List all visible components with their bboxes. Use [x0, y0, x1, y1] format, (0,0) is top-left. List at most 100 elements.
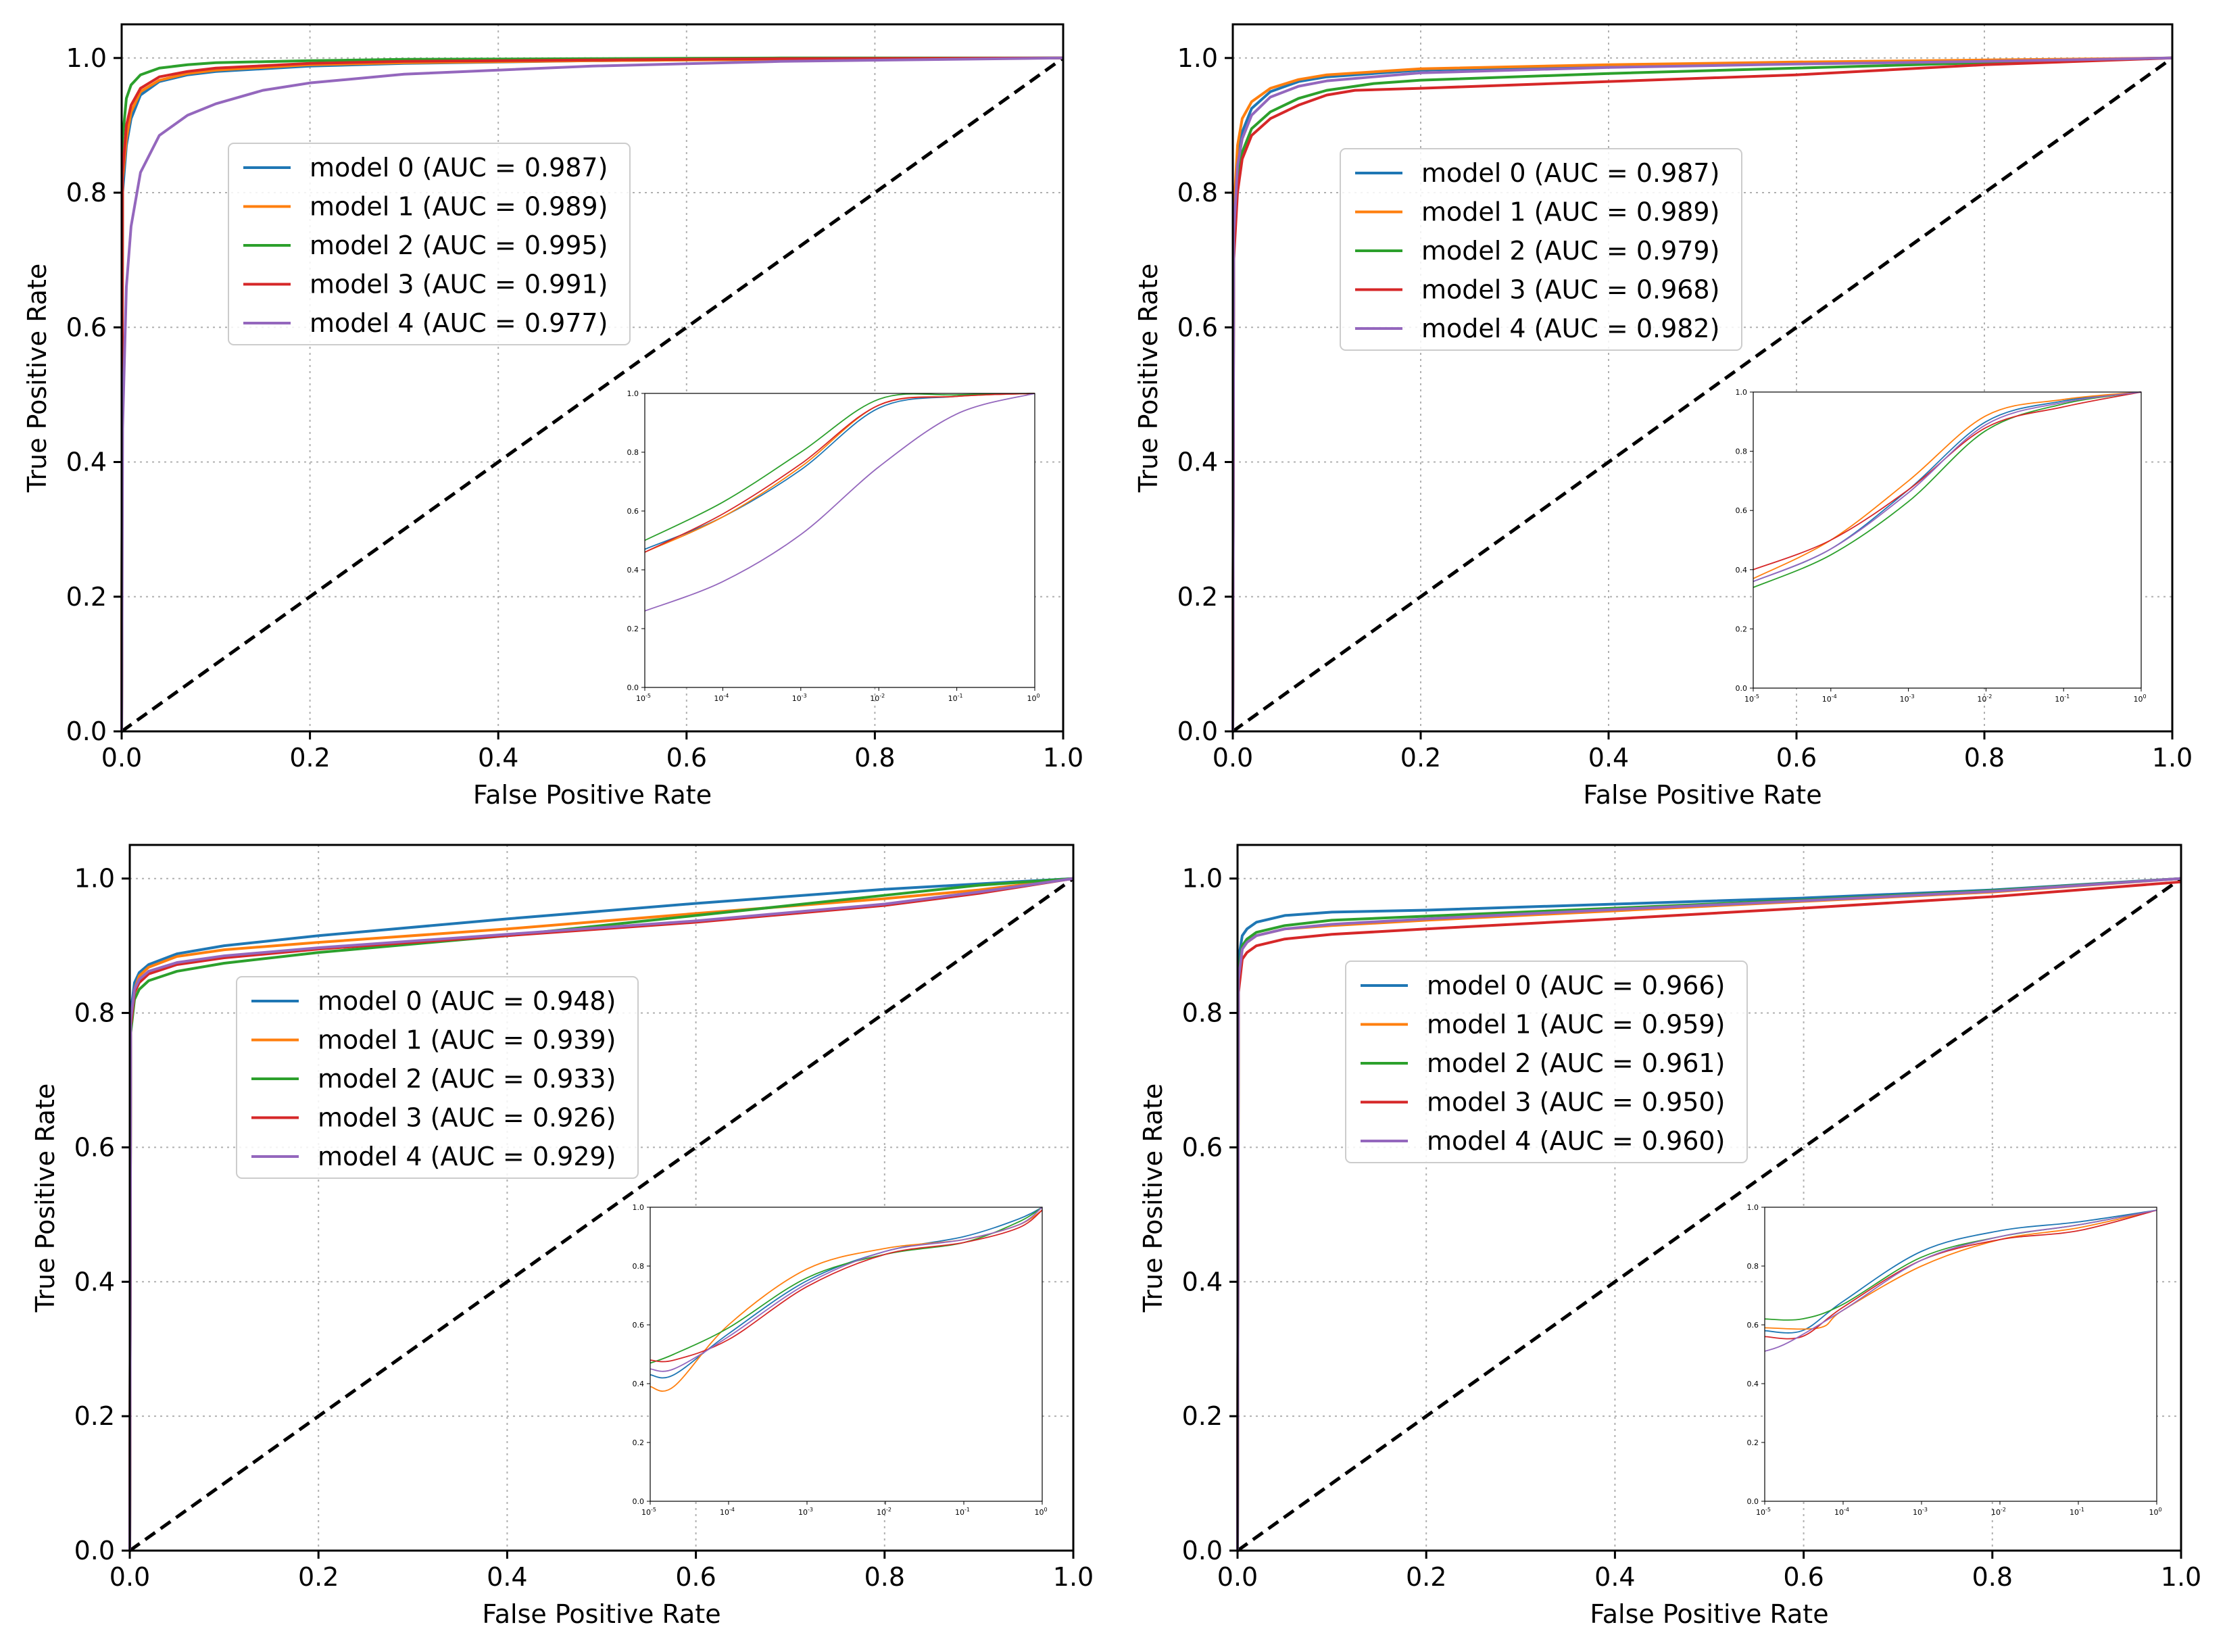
axes-frame: [128, 844, 1075, 1552]
inset-y-tick-label: 0.6: [633, 1321, 645, 1330]
roc-panel-3: 0.0 0.2 0.4 0.6 0.8 1.0 0.0 0.2 0.4 0.6 0.8 1.0 Fals…: [1138, 844, 2201, 1629]
legend-box: [1345, 961, 1748, 1163]
chance-diagonal-line: [1236, 877, 2182, 1553]
inset-series-line-model-4: [644, 393, 1035, 612]
legend-label-model-4: model 4 (AUC = 0.982): [1421, 314, 1719, 343]
series-line-model-3: [120, 56, 1064, 732]
inset-frame: [1764, 1207, 2157, 1502]
inset-background: [1765, 1207, 2157, 1501]
series-line-model-4: [1236, 877, 2182, 1551]
y-tick-label: 0.4: [74, 1267, 115, 1296]
inset-y-tick-label: 0.0: [1736, 684, 1748, 693]
inset-y-ticks: 0.0 0.2 0.4 0.6 0.8 1.0: [1736, 388, 1753, 693]
legend-label-model-3: model 3 (AUC = 0.926): [318, 1103, 616, 1133]
inset-x-ticks: 10-5 10-4 10-3 10-2 10-1 100: [1744, 688, 2147, 704]
inset-x-tick-exponent: -4: [729, 1507, 735, 1513]
inset-x-tick-exponent: -5: [1765, 1507, 1771, 1513]
inset-y-tick-label: 0.4: [1736, 566, 1748, 575]
inset-x-tick-exponent: -1: [2079, 1507, 2084, 1513]
grid-lines: [122, 24, 1063, 731]
inset-series-line-model-1: [1764, 1209, 2157, 1330]
inset-y-tick-label: 0.6: [1747, 1321, 1759, 1330]
y-tick-label: 0.8: [1177, 178, 1218, 208]
x-tick-label: 0.4: [1594, 1562, 1635, 1592]
inset-x-tick-exponent: 0: [1036, 693, 1040, 699]
y-axis-ticks: 0.0 0.2 0.4 0.6 0.8 1.0: [1177, 43, 1233, 746]
inset-y-ticks: 0.0 0.2 0.4 0.6 0.8 1.0: [633, 1203, 650, 1506]
x-tick-label: 0.6: [1783, 1562, 1824, 1592]
inset-series-line-model-2: [1753, 391, 2142, 588]
series-lines: [128, 877, 1074, 1551]
x-tick-label: 0.2: [1406, 1562, 1446, 1592]
inset-frame: [1753, 391, 2142, 689]
y-tick-label: 0.8: [66, 178, 107, 208]
axes-frame: [1236, 844, 2182, 1552]
inset-series-line-model-4: [1753, 391, 2142, 583]
x-axis-label: False Positive Rate: [473, 780, 712, 810]
y-tick-label: 0.4: [1182, 1267, 1223, 1296]
legend-label-model-1: model 1 (AUC = 0.989): [310, 192, 608, 222]
inset-x-tick-exponent: -4: [723, 693, 729, 699]
x-tick-label: 0.8: [854, 743, 895, 773]
legend-label-model-3: model 3 (AUC = 0.991): [310, 270, 608, 299]
x-tick-label: 0.0: [101, 743, 142, 773]
axes-frame: [120, 23, 1065, 733]
x-tick-label: 0.0: [109, 1562, 150, 1592]
y-tick-label: 0.2: [74, 1401, 115, 1431]
series-lines: [1231, 56, 2173, 732]
legend: model 0 (AUC = 0.987) model 1 (AUC = 0.98…: [228, 143, 631, 345]
x-tick-label: 0.8: [1972, 1562, 2013, 1592]
inset-series-line-model-2: [644, 393, 1035, 541]
legend-box: [236, 976, 639, 1179]
x-tick-label: 0.4: [1588, 743, 1629, 773]
legend-label-model-4: model 4 (AUC = 0.960): [1427, 1126, 1725, 1156]
inset-y-ticks: 0.0 0.2 0.4 0.6 0.8 1.0: [1747, 1203, 1765, 1506]
y-tick-label: 0.6: [1182, 1132, 1223, 1162]
y-tick-label: 0.0: [1182, 1536, 1223, 1565]
inset-y-tick-label: 0.8: [1736, 447, 1748, 456]
series-line-model-1: [1231, 56, 2173, 732]
inset-y-tick-label: 0.4: [627, 566, 639, 575]
inset-x-tick-exponent: -4: [1832, 694, 1837, 700]
inset-x-tick-exponent: -2: [879, 693, 885, 699]
inset-series-line-model-4: [1764, 1209, 2157, 1353]
y-tick-label: 0.4: [66, 447, 107, 477]
y-axis-label: True Positive Rate: [30, 1084, 60, 1313]
axes-frame: [1231, 23, 2174, 733]
inset-x-tick-exponent: 0: [1044, 1507, 1047, 1513]
inset-y-tick-label: 0.8: [627, 448, 639, 457]
y-tick-label: 0.6: [66, 312, 107, 342]
series-lines: [1236, 877, 2182, 1551]
x-tick-label: 0.6: [1776, 743, 1817, 773]
x-axis-label: False Positive Rate: [1590, 1599, 1828, 1629]
legend-label-model-0: model 0 (AUC = 0.966): [1427, 971, 1725, 1000]
y-tick-label: 0.8: [74, 998, 115, 1028]
y-tick-label: 0.0: [66, 716, 107, 746]
inset-plot: 10-5 10-4 10-3 10-2 10-1 1000.00.20.40.60.81.…: [1736, 388, 2147, 704]
inset-x-tick-exponent: 0: [2158, 1507, 2161, 1513]
inset-series-lines: [1764, 1209, 2157, 1353]
inset-x-tick-exponent: -2: [2001, 1507, 2006, 1513]
y-tick-label: 1.0: [1182, 864, 1223, 894]
x-tick-label: 0.8: [864, 1562, 905, 1592]
inset-x-tick-exponent: -3: [1922, 1507, 1928, 1513]
roc-panel-0: 0.0 0.2 0.4 0.6 0.8 1.0 0.0 0.2 0.4 0.6 0.8 1.0 Fals…: [22, 23, 1083, 810]
y-axis-label: True Positive Rate: [1133, 264, 1163, 493]
legend-label-model-2: model 2 (AUC = 0.979): [1421, 236, 1719, 266]
legend-label-model-1: model 1 (AUC = 0.989): [1421, 197, 1719, 227]
y-tick-label: 0.2: [66, 582, 107, 612]
x-tick-label: 1.0: [1053, 1562, 1094, 1592]
inset-x-tick-exponent: -5: [645, 693, 651, 699]
inset-series-line-model-1: [1753, 391, 2142, 579]
series-line-model-0: [128, 877, 1074, 1551]
roc-panel-2: 0.0 0.2 0.4 0.6 0.8 1.0 0.0 0.2 0.4 0.6 0.8 1.0 Fals…: [30, 844, 1094, 1629]
inset-x-ticks: 10-5 10-4 10-3 10-2 10-1 100: [1756, 1501, 2162, 1517]
y-axis-ticks: 0.0 0.2 0.4 0.6 0.8 1.0: [66, 43, 122, 746]
y-tick-label: 0.0: [74, 1536, 115, 1565]
legend-label-model-2: model 2 (AUC = 0.933): [318, 1064, 616, 1094]
inset-plot: 10-5 10-4 10-3 10-2 10-1 1000.00.20.40.60.81.…: [627, 389, 1040, 703]
inset-y-tick-label: 0.2: [1736, 625, 1748, 633]
y-tick-label: 0.8: [1182, 998, 1223, 1028]
inset-x-tick-exponent: -4: [1844, 1507, 1849, 1513]
x-tick-label: 1.0: [2161, 1562, 2201, 1592]
